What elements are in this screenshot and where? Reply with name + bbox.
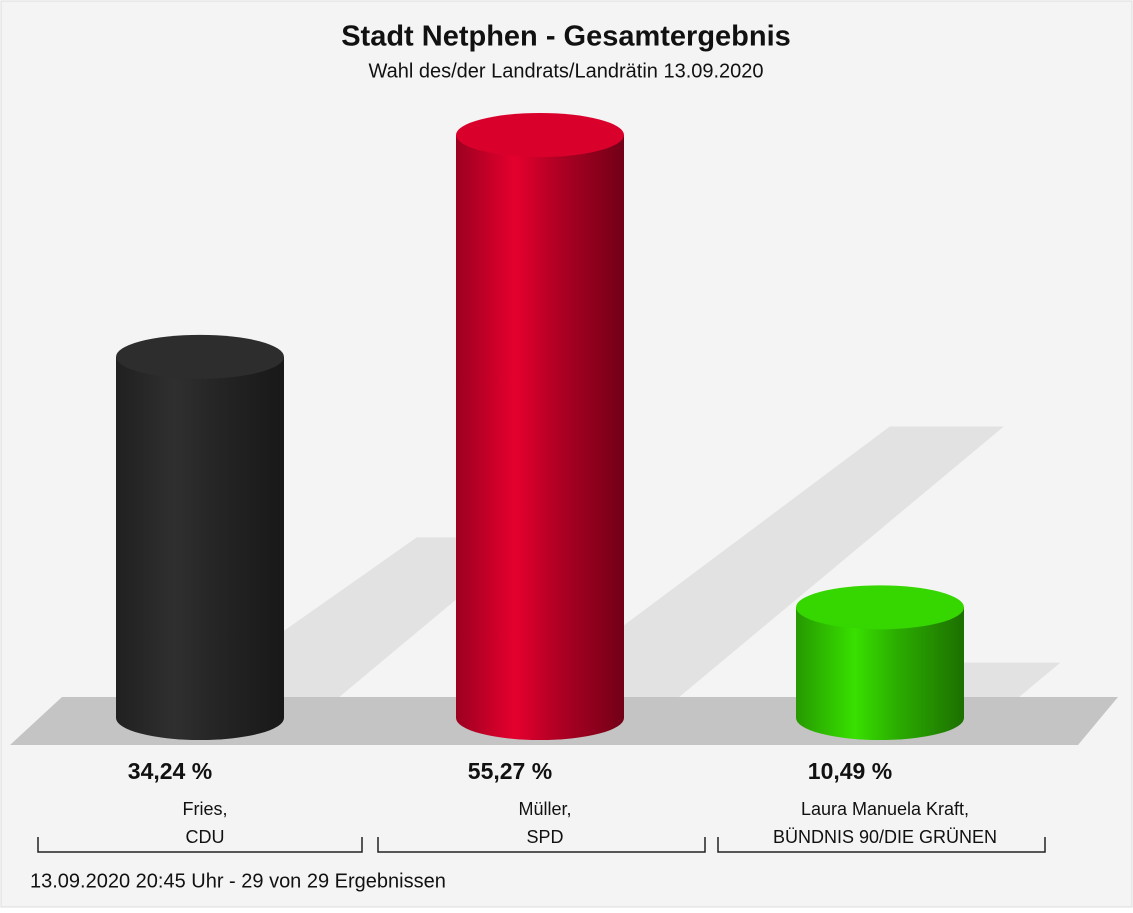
bar-top <box>456 113 624 157</box>
chart-title: Stadt Netphen - Gesamtergebnis <box>341 21 791 53</box>
category-label: Müller, SPD <box>518 799 571 847</box>
footer: 13.09.2020 20:45 Uhr - 29 von 29 Ergebni… <box>30 870 446 892</box>
bar <box>456 135 624 740</box>
bar <box>116 356 284 740</box>
category-bracket <box>37 837 363 853</box>
value-label: 34,24 % <box>128 758 212 784</box>
category-bracket <box>717 837 1046 853</box>
bar <box>796 607 964 740</box>
bar-shadow <box>500 426 1004 718</box>
value-label: 55,27 % <box>468 758 552 784</box>
chart-subtitle: Wahl des/der Landrats/Landrätin 13.09.20… <box>368 60 763 82</box>
bar-top <box>796 585 964 630</box>
value-label: 10,49 % <box>808 758 892 784</box>
bar-top <box>116 334 284 379</box>
category-bracket <box>377 837 706 853</box>
bars <box>116 113 964 740</box>
category-label: Laura Manuela Kraft, BÜNDNIS 90/DIE GRÜNE… <box>773 799 997 847</box>
category-label: Fries, CDU <box>183 799 228 847</box>
